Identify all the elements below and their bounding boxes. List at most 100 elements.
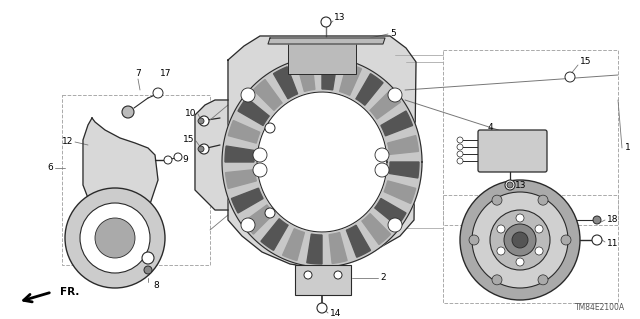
Text: 14: 14 [330,309,341,318]
Circle shape [472,192,568,288]
Circle shape [516,258,524,266]
Polygon shape [322,60,337,90]
Text: 8: 8 [153,280,159,290]
Polygon shape [261,219,288,250]
Circle shape [304,271,312,279]
Circle shape [490,210,550,270]
Text: 13: 13 [515,181,527,189]
Bar [443,50,618,225]
Polygon shape [225,170,256,189]
Circle shape [497,247,505,255]
Circle shape [321,17,331,27]
Circle shape [492,195,502,205]
Circle shape [65,188,165,288]
Bar [295,265,351,295]
Circle shape [538,195,548,205]
Text: 2: 2 [380,273,386,283]
Text: 7: 7 [135,70,141,78]
Text: 1: 1 [625,144,631,152]
Text: 12: 12 [61,137,73,146]
Circle shape [199,116,209,126]
Polygon shape [307,234,322,264]
Text: 5: 5 [390,28,396,38]
Circle shape [164,156,172,164]
Text: 15: 15 [182,136,194,145]
Circle shape [388,88,402,102]
Bar [288,42,356,74]
Text: 10: 10 [184,108,196,117]
Circle shape [497,225,505,233]
Circle shape [122,106,134,118]
Circle shape [505,180,515,190]
Circle shape [142,252,154,264]
Polygon shape [195,100,228,210]
Circle shape [593,216,601,224]
Text: 9: 9 [182,155,188,165]
Text: 18: 18 [607,216,618,225]
Polygon shape [273,67,298,99]
Polygon shape [238,98,269,125]
Text: 16: 16 [239,209,250,218]
Text: 6: 6 [47,164,53,173]
Text: 3: 3 [546,257,552,266]
Polygon shape [225,146,255,162]
Circle shape [80,203,150,273]
Polygon shape [222,57,422,267]
Polygon shape [356,74,383,105]
Circle shape [592,235,602,245]
Circle shape [334,271,342,279]
Text: 15: 15 [580,57,591,66]
Bar [443,195,618,303]
Circle shape [199,144,209,154]
Circle shape [535,225,543,233]
Polygon shape [253,79,282,110]
Circle shape [457,137,463,143]
Circle shape [375,163,389,177]
Text: 17: 17 [160,70,172,78]
Circle shape [460,180,580,300]
Circle shape [538,275,548,285]
Circle shape [457,151,463,157]
Polygon shape [375,198,406,226]
Polygon shape [340,63,362,95]
Polygon shape [370,90,401,119]
Circle shape [375,148,389,162]
Text: FR.: FR. [60,287,79,297]
Circle shape [317,303,327,313]
FancyBboxPatch shape [478,130,547,172]
Circle shape [174,153,182,161]
Circle shape [516,214,524,222]
Polygon shape [244,205,274,234]
Circle shape [265,123,275,133]
Circle shape [241,88,255,102]
Polygon shape [257,92,387,232]
Polygon shape [228,121,260,143]
Circle shape [512,232,528,248]
Polygon shape [381,111,413,136]
Polygon shape [389,162,419,178]
Circle shape [535,247,543,255]
Circle shape [504,224,536,256]
Circle shape [561,235,571,245]
Circle shape [198,118,204,124]
Polygon shape [232,188,263,213]
Circle shape [144,266,152,274]
Circle shape [95,218,135,258]
Text: 4: 4 [487,123,493,132]
Polygon shape [362,214,390,245]
Circle shape [265,208,275,218]
Polygon shape [297,61,315,92]
Text: 16: 16 [239,117,250,127]
Circle shape [253,163,267,177]
Circle shape [241,218,255,232]
Circle shape [457,158,463,164]
Circle shape [388,218,402,232]
Polygon shape [228,36,416,268]
Polygon shape [388,136,419,154]
Circle shape [253,148,267,162]
Polygon shape [268,38,385,44]
Polygon shape [384,181,416,204]
Circle shape [198,146,204,152]
Polygon shape [329,233,347,263]
Text: TM84E2100A: TM84E2100A [575,303,625,312]
